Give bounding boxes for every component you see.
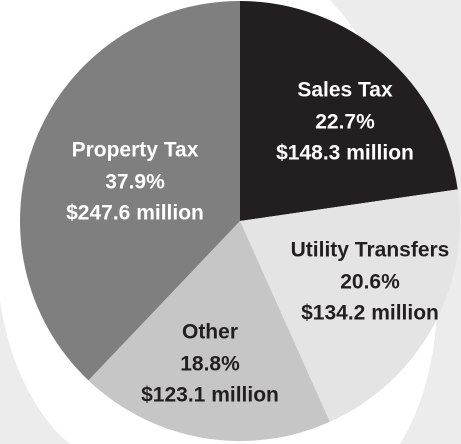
- pie-slice: [20, 1, 240, 381]
- slice-name: Utility Transfers: [291, 239, 450, 262]
- slice-amount: $134.2 million: [301, 302, 439, 325]
- pie-slice: [88, 221, 330, 441]
- pie-slice: [240, 1, 458, 221]
- background-swoosh: [0, 300, 70, 444]
- pie-slice: [240, 189, 460, 422]
- slice-name: Property Tax: [72, 139, 199, 162]
- slice-amount: $247.6 million: [66, 202, 204, 225]
- slice-percent: 20.6%: [340, 271, 400, 294]
- slice-percent: 22.7%: [315, 111, 375, 134]
- slice-percent: 37.9%: [105, 171, 165, 194]
- slice-percent: 18.8%: [180, 353, 240, 376]
- slice-amount: $123.1 million: [141, 384, 279, 407]
- slice-name: Other: [182, 321, 238, 344]
- slice-name: Sales Tax: [297, 79, 393, 102]
- slice-amount: $148.3 million: [276, 142, 414, 165]
